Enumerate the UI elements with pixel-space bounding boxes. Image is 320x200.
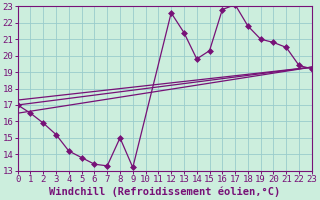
X-axis label: Windchill (Refroidissement éolien,°C): Windchill (Refroidissement éolien,°C) bbox=[49, 187, 280, 197]
